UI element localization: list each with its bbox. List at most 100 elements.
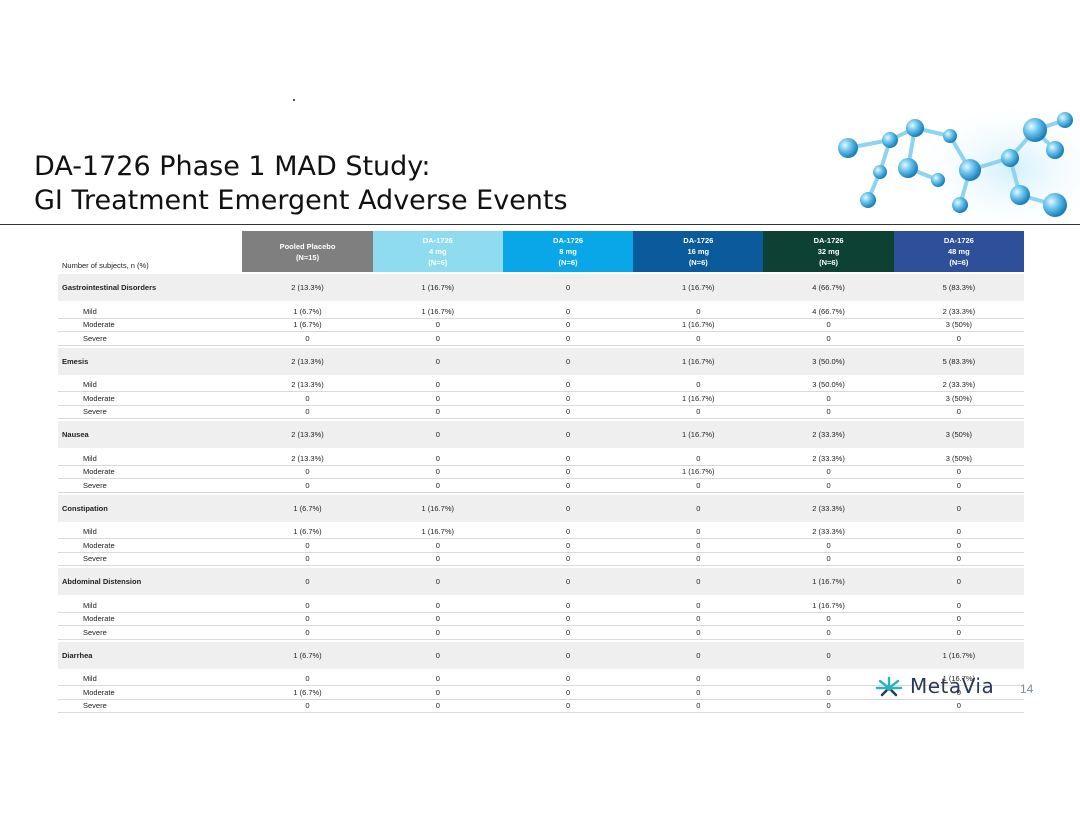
category-label: Abdominal Distension [58, 568, 243, 595]
category-value-cell: 1 (16.7%) [372, 274, 503, 301]
severity-value-cell: 0 [633, 378, 764, 392]
category-value-cell: 1 (6.7%) [242, 494, 373, 522]
severity-value-cell: 0 [242, 672, 373, 686]
slide-title: DA-1726 Phase 1 MAD Study: GI Treatment … [34, 150, 568, 218]
adverse-events-table: Number of subjects, n (%) Pooled Placebo… [58, 231, 1024, 713]
category-value-cell: 0 [372, 347, 503, 375]
severity-row: Severe 0 0 0 0 0 0 [58, 625, 1024, 640]
severity-label: Moderate [58, 318, 243, 332]
severity-value-cell: 0 [633, 612, 764, 626]
category-value-cell: 0 [502, 568, 634, 595]
category-value-cell: 2 (13.3%) [242, 274, 373, 301]
severity-value-cell: 0 [372, 478, 503, 493]
severity-value-cell: 0 [372, 672, 503, 686]
severity-label: Mild [58, 378, 243, 392]
category-value-cell: 1 (16.7%) [633, 421, 764, 448]
severity-value-cell: 0 [763, 465, 894, 479]
severity-value-cell: 0 [502, 465, 634, 479]
severity-value-cell: 0 [242, 612, 373, 626]
severity-value-cell: 0 [893, 538, 1024, 553]
severity-value-cell: 1 (6.7%) [242, 318, 373, 332]
severity-value-cell: 0 [633, 672, 764, 686]
category-value-cell: 1 (16.7%) [763, 568, 894, 595]
severity-value-cell: 0 [893, 699, 1024, 713]
severity-value-cell: 4 (66.7%) [763, 305, 894, 319]
severity-value-cell: 0 [893, 552, 1024, 566]
severity-value-cell: 0 [633, 452, 764, 466]
severity-value-cell: 0 [502, 685, 634, 700]
severity-value-cell: 0 [763, 538, 894, 553]
severity-label: Severe [58, 625, 243, 640]
severity-value-cell: 0 [502, 378, 634, 392]
severity-value-cell: 0 [633, 599, 764, 613]
severity-value-cell: 0 [893, 405, 1024, 419]
category-value-cell: 0 [502, 347, 634, 375]
severity-value-cell: 0 [763, 405, 894, 419]
severity-value-cell: 0 [763, 612, 894, 626]
category-label: Emesis [58, 347, 243, 375]
severity-label: Mild [58, 525, 243, 539]
category-value-cell: 0 [502, 274, 634, 301]
severity-value-cell: 0 [372, 391, 503, 406]
severity-value-cell: 1 (16.7%) [893, 672, 1024, 686]
severity-label: Moderate [58, 685, 243, 700]
category-value-cell: 2 (13.3%) [242, 347, 373, 375]
severity-label: Moderate [58, 612, 243, 626]
severity-row: Severe 0 0 0 0 0 0 [58, 478, 1024, 493]
severity-value-cell: 0 [242, 391, 373, 406]
severity-row: Mild 2 (13.3%) 0 0 0 2 (33.3%) 3 (50%) [58, 452, 1024, 466]
severity-value-cell: 0 [763, 699, 894, 713]
category-value-cell: 2 (33.3%) [763, 421, 894, 448]
column-header-l1: DA-1726 [553, 236, 584, 245]
title-line-2: GI Treatment Emergent Adverse Events [34, 185, 568, 216]
severity-label: Moderate [58, 465, 243, 479]
severity-row: Severe 0 0 0 0 0 0 [58, 405, 1024, 419]
severity-value-cell: 0 [763, 625, 894, 640]
severity-value-cell: 0 [242, 538, 373, 553]
severity-value-cell: 0 [502, 478, 634, 493]
table-body: Gastrointestinal Disorders 2 (13.3%) 1 (16… [58, 272, 1024, 713]
severity-row: Mild 0 0 0 0 0 1 (16.7%) [58, 672, 1024, 686]
severity-value-cell: 0 [372, 331, 503, 346]
severity-value-cell: 0 [763, 685, 894, 700]
severity-value-cell: 0 [502, 525, 634, 539]
severity-value-cell: 0 [633, 538, 764, 553]
severity-label: Severe [58, 552, 243, 566]
severity-value-cell: 1 (16.7%) [633, 465, 764, 479]
column-header: Pooled Placebo (N=15) [242, 231, 373, 272]
severity-row: Moderate 0 0 0 1 (16.7%) 0 0 [58, 465, 1024, 479]
severity-value-cell: 3 (50%) [893, 391, 1024, 406]
severity-row: Mild 1 (6.7%) 1 (16.7%) 0 0 2 (33.3%) 0 [58, 525, 1024, 539]
severity-value-cell: 1 (6.7%) [242, 305, 373, 319]
column-header-l1: DA-1726 [683, 236, 714, 245]
severity-value-cell: 0 [242, 465, 373, 479]
column-header-l1: DA-1726 [422, 236, 453, 245]
severity-label: Severe [58, 331, 243, 346]
severity-value-cell: 0 [763, 331, 894, 346]
severity-value-cell: 0 [372, 625, 503, 640]
column-header-l2: 8 mg [559, 247, 577, 256]
severity-value-cell: 0 [502, 699, 634, 713]
column-header-l1: DA-1726 [813, 236, 844, 245]
severity-value-cell: 2 (13.3%) [242, 452, 373, 466]
category-value-cell: 0 [372, 568, 503, 595]
severity-value-cell: 0 [242, 552, 373, 566]
molecule-illustration-icon [838, 110, 1080, 228]
logo-text: MetaVia [910, 674, 995, 698]
severity-value-cell: 3 (50.0%) [763, 378, 894, 392]
severity-value-cell: 0 [372, 538, 503, 553]
category-value-cell: 3 (50.0%) [763, 347, 894, 375]
severity-label: Mild [58, 305, 243, 319]
decorative-dot [293, 99, 295, 101]
severity-value-cell: 0 [633, 552, 764, 566]
metavia-logo: MetaVia [874, 674, 994, 698]
category-value-cell: 0 [633, 641, 764, 669]
severity-label: Moderate [58, 538, 243, 553]
severity-value-cell: 0 [502, 612, 634, 626]
category-row: Abdominal Distension 0 0 0 0 1 (16.7%) 0 [58, 568, 1024, 595]
severity-row: Mild 2 (13.3%) 0 0 0 3 (50.0%) 2 (33.3%) [58, 378, 1024, 392]
severity-value-cell: 0 [372, 552, 503, 566]
severity-value-cell: 0 [633, 699, 764, 713]
category-value-cell: 1 (6.7%) [242, 641, 373, 669]
severity-label: Severe [58, 405, 243, 419]
